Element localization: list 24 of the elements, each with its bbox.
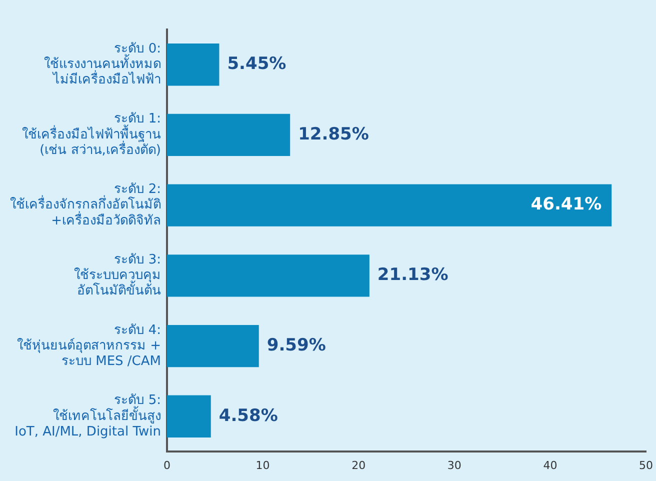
data-label: 21.13% [377,265,448,286]
bar [167,184,612,226]
x-tick-label: 50 [639,459,653,472]
y-tick-label: ระดับ 0: ใช้แรงงานคนทั้งหมด ไม่มีเครื่องมือไฟฟ้า [44,41,161,88]
data-label: 9.59% [266,335,326,356]
y-tick-label: ระดับ 5: ใช้เทคโนโลยีขั้นสูง IoT, AI/ML, Digital Twin [14,393,161,440]
y-tick-label: ระดับ 3: ใช้ระบบควบคุม อัตโนมัติขั้นต้น [74,252,161,299]
x-tick-label: 40 [543,459,558,472]
y-tick-label: ระดับ 2: ใช้เครื่องจักรกลกึ่งอัตโนมัติ +เครื่องมือวัดดิจิทัล [10,182,161,228]
x-tick-label: 20 [352,459,366,472]
y-tick-label: ระดับ 1: ใช้เครื่องมือไฟฟ้าพื้นฐาน (เช่น สว่าน,เครื่องตัด) [22,112,161,158]
data-label: 4.58% [218,406,278,426]
data-label: 46.41% [530,194,602,215]
bar [167,324,259,368]
x-tick-label: 30 [447,459,462,472]
y-tick-label: ระดับ 4: ใช้หุ่นยนต์อุตสาหกรรม + ระบบ MES /CAM [16,322,161,370]
data-label: 5.45% [227,54,286,74]
bar [167,254,370,297]
bar [167,114,290,156]
x-tick-label: 0 [164,459,170,472]
data-label: 12.85% [298,124,369,144]
x-tick-label: 10 [256,459,270,472]
bar [167,395,211,438]
bar [167,43,220,86]
